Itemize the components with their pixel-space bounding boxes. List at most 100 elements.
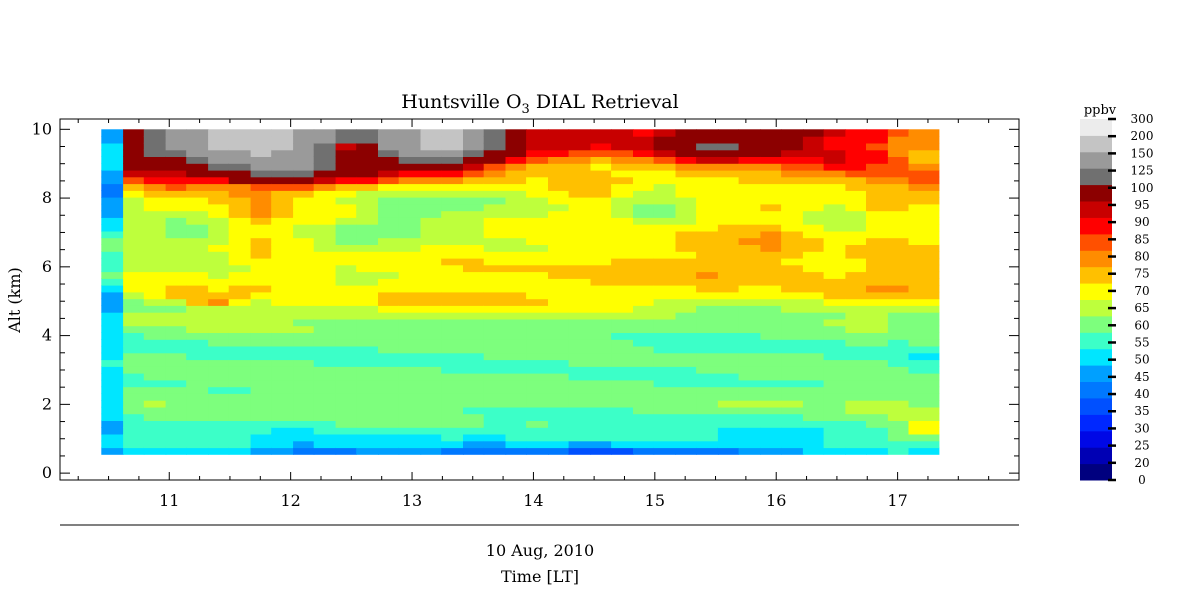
heatmap-cell (653, 440, 677, 449)
heatmap-cell (845, 386, 867, 394)
heatmap-cell (186, 271, 209, 279)
heatmap-cell (866, 413, 889, 421)
heatmap-cell (250, 237, 272, 245)
heatmap-cell (802, 440, 825, 449)
heatmap-cell (717, 433, 740, 442)
heatmap-cell (313, 298, 337, 306)
heatmap-cell (293, 176, 315, 185)
heatmap-cell (335, 305, 357, 313)
heatmap-cell (653, 345, 677, 354)
heatmap-cell (271, 129, 294, 137)
heatmap-cell (123, 203, 145, 212)
heatmap-cell (760, 352, 782, 361)
heatmap-cell (548, 264, 570, 273)
heatmap-cell (420, 183, 442, 191)
heatmap-cell (548, 190, 570, 198)
heatmap-cell (483, 176, 507, 185)
heatmap-cell (908, 244, 940, 252)
colorbar-label: 125 (1131, 164, 1154, 178)
heatmap-cell (420, 210, 442, 218)
heatmap-cell (165, 278, 187, 286)
heatmap-cell (398, 359, 422, 367)
heatmap-cell (186, 359, 209, 367)
heatmap-cell (802, 129, 825, 137)
heatmap-cell (611, 237, 634, 245)
heatmap-cell (717, 447, 740, 455)
heatmap-cell (378, 393, 400, 401)
heatmap-cell (568, 156, 592, 164)
heatmap-cell (653, 433, 677, 442)
heatmap-cell (738, 413, 762, 421)
heatmap-cell (633, 291, 655, 300)
heatmap-cell (143, 251, 167, 259)
heatmap-cell (717, 163, 740, 171)
heatmap-cell (186, 278, 209, 286)
heatmap-cell (505, 183, 527, 191)
heatmap-cell (696, 352, 719, 361)
heatmap-cell (802, 203, 825, 212)
heatmap-cell (738, 203, 762, 212)
heatmap-cell (760, 149, 782, 157)
heatmap-cell (335, 312, 357, 320)
heatmap-cell (653, 136, 677, 144)
heatmap-cell (908, 190, 940, 198)
heatmap-cell (548, 339, 570, 347)
heatmap-cell (271, 149, 294, 157)
heatmap-cell (675, 359, 697, 367)
heatmap-cell (548, 224, 570, 232)
heatmap-cell (313, 325, 337, 333)
heatmap-cell (208, 352, 230, 361)
heatmap-cell (675, 406, 697, 415)
heatmap-cell (887, 210, 910, 218)
heatmap-cell (738, 257, 762, 266)
heatmap-cell (143, 142, 167, 151)
heatmap-cell (802, 373, 825, 381)
heatmap-cell (696, 366, 719, 374)
colorbar-swatch (1080, 463, 1112, 481)
heatmap-cell (568, 163, 592, 171)
heatmap-cell (568, 197, 592, 205)
heatmap-cell (675, 285, 697, 293)
heatmap-cell (420, 224, 442, 232)
heatmap-cell (866, 345, 889, 354)
heatmap-cell (760, 386, 782, 394)
heatmap-cell (165, 366, 187, 374)
heatmap-cell (633, 406, 655, 415)
heatmap-cell (420, 176, 442, 185)
heatmap-cell (568, 278, 592, 286)
heatmap-cell (675, 325, 697, 333)
heatmap-cell (568, 413, 592, 421)
heatmap-cell (505, 156, 527, 164)
heatmap-cell (463, 312, 485, 320)
heatmap-cell (908, 386, 940, 394)
heatmap-cell (356, 447, 379, 455)
heatmap-cell (505, 393, 527, 401)
colorbar-label: 50 (1134, 353, 1149, 367)
heatmap-cell (738, 176, 762, 185)
heatmap-cell (738, 224, 762, 232)
heatmap-cell (463, 305, 485, 313)
heatmap-cell (590, 427, 612, 435)
heatmap-cell (823, 176, 847, 185)
heatmap-cell (611, 318, 634, 327)
heatmap-cell (675, 305, 697, 313)
heatmap-cell (568, 291, 592, 300)
heatmap-cell (378, 406, 400, 415)
heatmap-cell (441, 420, 464, 428)
heatmap-cell (653, 149, 677, 157)
heatmap-cell (271, 142, 294, 151)
heatmap-cell (548, 169, 570, 178)
heatmap-cell (483, 440, 507, 449)
colorbar-swatch (1080, 430, 1112, 448)
heatmap-cell (186, 305, 209, 313)
heatmap-cell (568, 190, 592, 198)
heatmap-cell (845, 156, 867, 164)
heatmap-cell (356, 305, 379, 313)
heatmap-cell (653, 163, 677, 171)
heatmap-cell (335, 203, 357, 212)
heatmap-cell (653, 400, 677, 408)
heatmap-cell (483, 183, 507, 191)
heatmap-cell (505, 447, 527, 455)
heatmap-cell (398, 251, 422, 259)
heatmap-cell (313, 251, 337, 259)
